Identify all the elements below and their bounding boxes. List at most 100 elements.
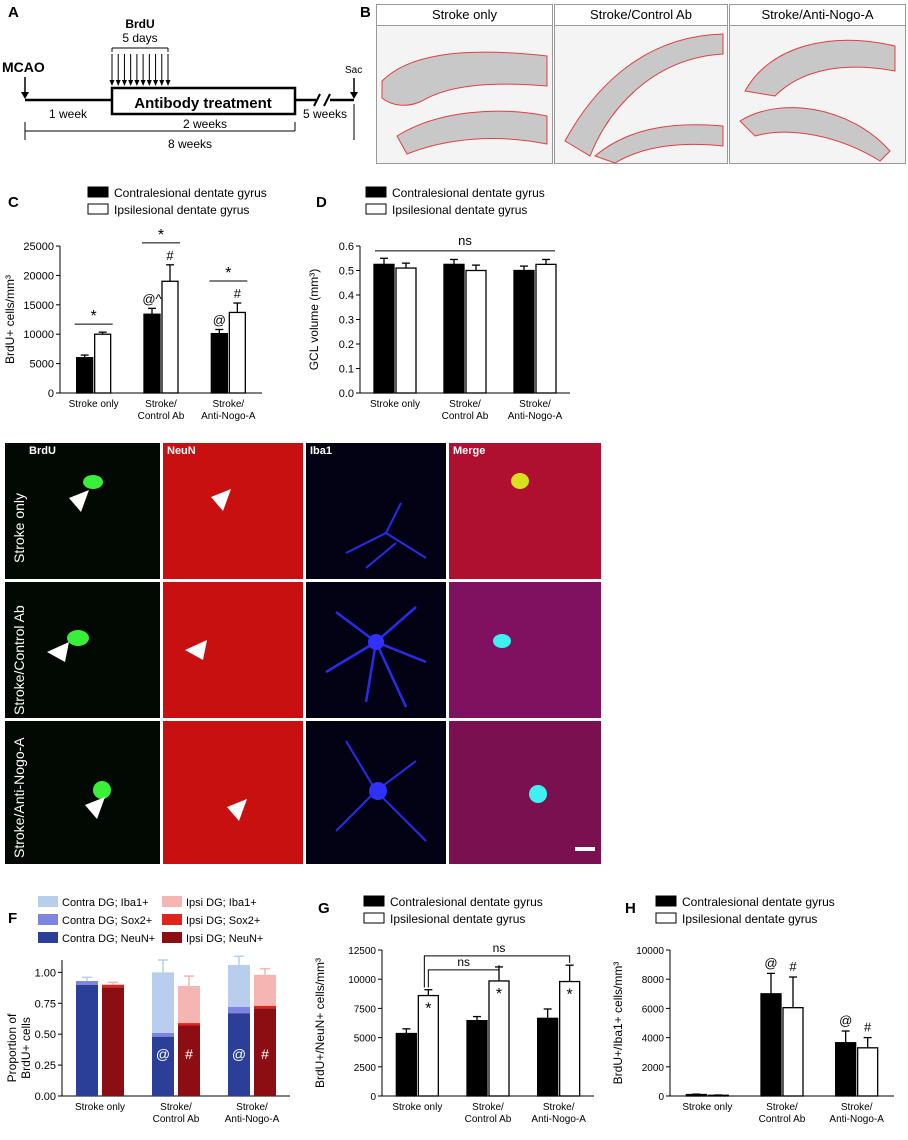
bar-ipsilesional — [535, 263, 557, 394]
y-tick-label: 5000 — [354, 1034, 377, 1045]
y-tick-label: 10000 — [636, 946, 664, 957]
fluor-merge-anti-nogo-a — [449, 721, 601, 864]
stack-ipsi-neun — [102, 987, 124, 1096]
y-axis-label: BrdU+/NeuN+ cells/mm³ — [313, 958, 327, 1088]
panel-f-letter: F — [8, 910, 18, 927]
panel-h-letter: H — [625, 900, 636, 917]
bar-ipsilesional — [488, 980, 510, 1097]
y-tick-label: 25000 — [23, 241, 54, 253]
ipsi-annotation: # — [234, 286, 242, 301]
y-tick-label: 7500 — [354, 1004, 377, 1015]
y-tick-label: 4000 — [642, 1034, 665, 1045]
stack-contra-sox2 — [152, 1032, 174, 1037]
stack-contra-sox2 — [228, 1006, 250, 1014]
panel-b-letter: B — [360, 4, 371, 21]
y-tick-label: 0.2 — [339, 339, 354, 351]
bar-contralesional — [760, 993, 782, 1097]
legend-swatch-contra — [655, 895, 677, 907]
injection-arrowhead — [140, 80, 146, 86]
y-tick-label: 0.4 — [339, 290, 354, 302]
channel-label: NeuN — [167, 445, 196, 457]
legend-label: Ipsi DG; Sox2+ — [186, 915, 260, 927]
legend-label-contra: Contralesional dentate gyrus — [114, 186, 267, 200]
stack-contra-iba1 — [152, 972, 174, 1033]
week1-label: 1 week — [49, 107, 88, 121]
contra-annotation: @ — [156, 1046, 170, 1062]
y-tick-label: 0.25 — [35, 1060, 56, 1072]
sac-label: Sac — [345, 65, 362, 76]
y-tick-label: 12500 — [348, 946, 376, 957]
x-tick-label: Stroke/ — [145, 399, 177, 410]
x-tick-label: Stroke/ — [160, 1102, 192, 1113]
injection-arrowhead — [146, 80, 152, 86]
x-tick-label: Anti-Nogo-A — [531, 1114, 586, 1125]
significance-star: * — [158, 227, 164, 244]
chart-brdu-iba1: Contralesional dentate gyrus Ipsilesional… — [612, 895, 894, 1125]
x-tick-label: Control Ab — [442, 411, 489, 422]
ipsi-star: * — [567, 987, 573, 1004]
legend-label-ipsi: Ipsilesional dentate gyrus — [114, 203, 249, 217]
bar-contralesional — [373, 263, 395, 394]
contra-annotation: @^ — [142, 291, 162, 306]
bar-contralesional — [685, 1093, 707, 1097]
chart-brdu-neun: Contralesional dentate gyrus Ipsilesional… — [313, 895, 594, 1125]
stack-contra-neun — [76, 984, 98, 1096]
legend-label-contra: Contralesional dentate gyrus — [682, 895, 835, 909]
legend-swatch — [162, 914, 182, 925]
bar-ipsilesional — [161, 280, 179, 394]
treatment-label: Antibody treatment — [134, 95, 272, 112]
y-tick-label: 10000 — [23, 329, 54, 341]
bar-ipsilesional — [417, 994, 439, 1097]
fluorescence-grid: BrdU NeuN Iba1 Merge Stroke — [5, 443, 601, 864]
x-tick-label: Stroke/ — [519, 399, 551, 410]
x-tick-label: Stroke/ — [236, 1102, 268, 1113]
significance-star: * — [91, 308, 97, 325]
fluor-iba1-anti-nogo-a — [306, 721, 446, 864]
legend-swatch-ipsi — [87, 203, 109, 215]
row-label-anti-nogo-a: Stroke/Anti-Nogo-A — [11, 737, 27, 858]
y-tick-label: 10000 — [348, 975, 376, 986]
stack-contra-neun — [228, 1013, 250, 1096]
legend-label: Ipsi DG; Iba1+ — [186, 897, 257, 909]
stack-ipsi-iba1 — [178, 985, 200, 1024]
injection-arrowhead — [121, 80, 127, 86]
injection-arrowhead — [115, 80, 121, 86]
legend-swatch — [162, 896, 182, 907]
stack-ipsi-iba1 — [254, 974, 276, 1006]
fluor-brdu-anti-nogo-a — [5, 721, 160, 864]
y-tick-label: 0.6 — [339, 241, 354, 253]
panel-c-letter: C — [8, 194, 19, 211]
chart-gcl-volume: Contralesional dentate gyrus Ipsilesional… — [307, 186, 570, 422]
legend-label: Contra DG; Sox2+ — [62, 915, 152, 927]
x-tick-label: Stroke/ — [212, 399, 244, 410]
stack-ipsi-sox2 — [178, 1023, 200, 1026]
y-tick-label: 2500 — [354, 1063, 377, 1074]
chart-proportion: Contra DG; Iba1+ Contra DG; Sox2+ Contra D… — [5, 896, 290, 1125]
stack-contra-iba1 — [228, 964, 250, 1007]
legend-swatch — [162, 932, 182, 943]
bar-ipsilesional — [465, 269, 487, 394]
legend-label-ipsi: Ipsilesional dentate gyrus — [682, 912, 817, 926]
contra-annotation: @ — [232, 1046, 246, 1062]
ns-label: ns — [493, 941, 506, 955]
stack-contra-sox2 — [76, 981, 98, 985]
fluor-neun-control-ab — [163, 582, 303, 718]
row-label-control-ab: Stroke/Control Ab — [11, 605, 27, 715]
panel-g-letter: G — [318, 900, 330, 917]
channel-label: Iba1 — [310, 445, 333, 457]
contra-annotation: @ — [764, 955, 777, 970]
legend-swatch-contra — [365, 186, 387, 198]
y-tick-label: 20000 — [23, 270, 54, 282]
ns-label: ns — [458, 233, 472, 248]
micrograph-title: Stroke only — [377, 5, 552, 26]
weeks5-label: 5 weeks — [303, 107, 347, 121]
legend-swatch — [38, 914, 58, 925]
injection-arrowhead — [165, 80, 171, 86]
legend-swatch-ipsi — [655, 912, 677, 924]
fluor-brdu-control-ab — [5, 582, 160, 718]
fluor-neun-stroke-only: NeuN — [163, 443, 303, 579]
x-tick-label: Stroke only — [69, 399, 119, 410]
y-axis-label: BrdU+ cells — [19, 1017, 33, 1079]
fluor-neun-anti-nogo-a — [163, 721, 303, 864]
legend-swatch-contra — [87, 186, 109, 198]
